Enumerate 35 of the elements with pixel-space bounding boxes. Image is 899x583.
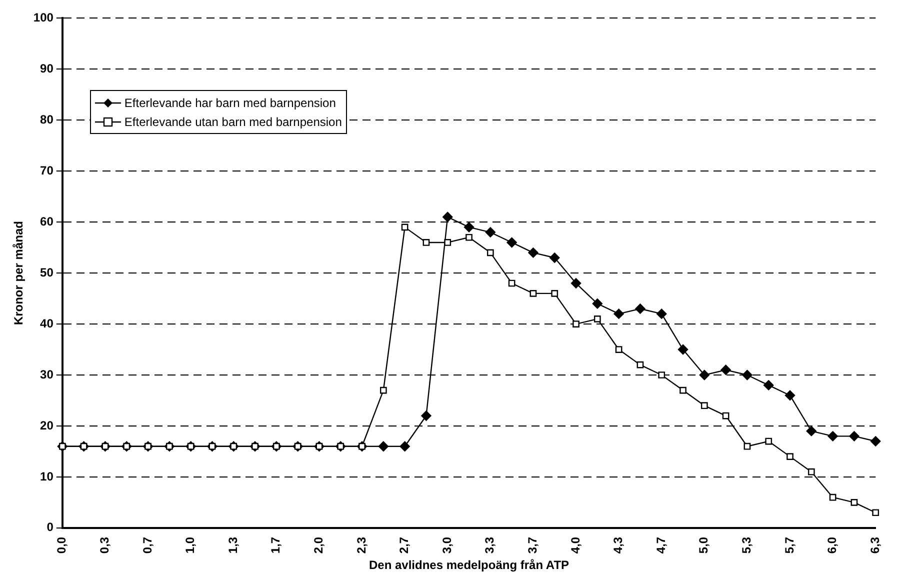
y-tick-label: 80 xyxy=(40,112,54,126)
x-tick-label: 6,3 xyxy=(868,536,882,554)
x-tick-label: 2,3 xyxy=(354,536,368,554)
x-tick-label: 4,7 xyxy=(654,536,668,554)
y-tick-label: 70 xyxy=(40,163,54,178)
x-tick-label: 5,3 xyxy=(740,536,754,554)
x-tick-label: 0,0 xyxy=(54,536,69,554)
legend-label: Efterlevande har barn med barnpension xyxy=(124,96,336,110)
x-tick-label: 5,0 xyxy=(696,536,711,554)
x-tick-label: 1,3 xyxy=(226,536,240,554)
x-tick-label: 4,0 xyxy=(568,536,582,554)
x-tick-label: 3,3 xyxy=(482,536,497,554)
y-tick-label: 60 xyxy=(40,214,54,228)
x-tick-label: 0,3 xyxy=(98,536,112,554)
y-tick-label: 20 xyxy=(40,418,54,432)
x-tick-label: 3,0 xyxy=(440,536,454,554)
y-tick-label: 10 xyxy=(40,469,54,484)
y-tick-label: 40 xyxy=(40,316,54,330)
x-tick-label: 0,7 xyxy=(140,536,154,554)
x-tick-label: 1,7 xyxy=(268,536,283,554)
y-tick-label: 50 xyxy=(40,265,54,280)
x-tick-label: 3,7 xyxy=(526,536,540,554)
legend-label: Efterlevande utan barn med barnpension xyxy=(124,114,342,129)
x-tick-label: 1,0 xyxy=(183,536,198,554)
y-tick-label: 30 xyxy=(40,367,54,382)
x-tick-label: 2,0 xyxy=(312,536,326,554)
x-tick-label: 4,3 xyxy=(611,536,626,554)
y-tick-label: 90 xyxy=(40,61,54,76)
y-tick-label: 0 xyxy=(46,520,54,534)
x-tick-label: 5,7 xyxy=(782,536,796,554)
x-axis-title: Den avlidnes medelpoäng från ATP xyxy=(368,558,570,572)
x-tick-label: 6,0 xyxy=(825,536,840,554)
y-axis-title: Kronor per månad xyxy=(12,221,26,326)
y-tick-label: 100 xyxy=(33,10,54,25)
x-tick-label: 2,7 xyxy=(397,536,412,554)
